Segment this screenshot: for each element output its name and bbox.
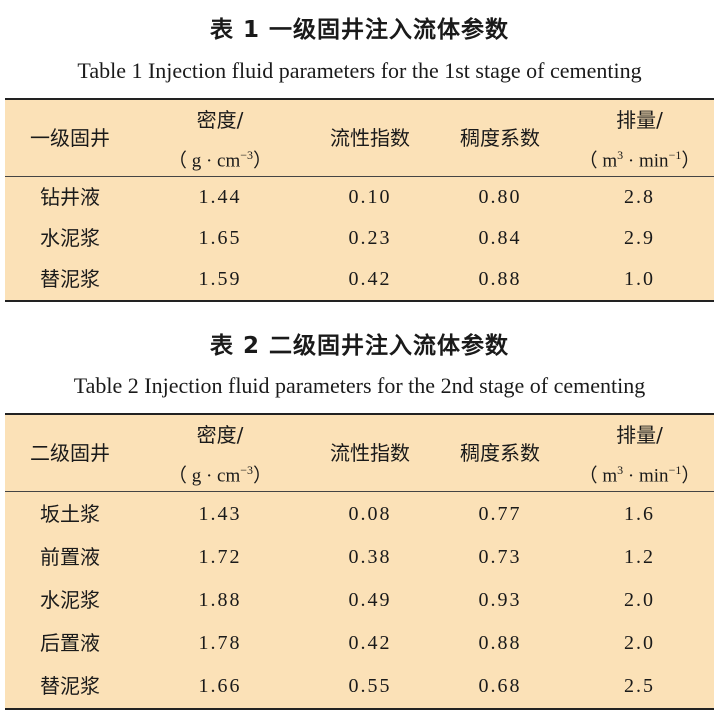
row-density: 1.65 bbox=[198, 227, 242, 249]
row-rate: 1.0 bbox=[624, 268, 655, 290]
table-row: 替泥浆 1.59 0.42 0.88 1.0 bbox=[5, 259, 714, 300]
row-density: 1.88 bbox=[198, 589, 242, 611]
table1: 一级固井 密度/ （ g · cm−3） 流性指数 稠度系数 排量/ （ m3 … bbox=[5, 98, 714, 302]
table-row: 水泥浆 1.65 0.23 0.84 2.9 bbox=[5, 218, 714, 259]
row-consistency: 0.80 bbox=[478, 186, 522, 208]
row-flow-index: 0.42 bbox=[348, 268, 392, 290]
row-name: 水泥浆 bbox=[40, 588, 100, 612]
row-consistency: 0.68 bbox=[478, 675, 522, 697]
row-name: 前置液 bbox=[40, 545, 100, 569]
table1-header: 一级固井 密度/ （ g · cm−3） 流性指数 稠度系数 排量/ （ m3 … bbox=[5, 100, 714, 177]
table2-caption-cn: 表 2 二级固井注入流体参数 bbox=[209, 333, 510, 359]
row-density: 1.66 bbox=[198, 675, 242, 697]
row-density: 1.78 bbox=[198, 632, 242, 654]
row-name: 替泥浆 bbox=[40, 267, 100, 291]
table1-caption-en: Table 1 Injection fluid parameters for t… bbox=[77, 58, 642, 83]
table1-header-density-unit: （ g · cm−3） bbox=[167, 148, 273, 172]
table2-header-stage: 二级固井 bbox=[30, 441, 110, 465]
table2-header-density-unit: （ g · cm−3） bbox=[167, 463, 273, 487]
table1-header-stage: 一级固井 bbox=[30, 126, 110, 150]
table2-header-consistency: 稠度系数 bbox=[460, 441, 540, 465]
row-rate: 2.0 bbox=[624, 632, 655, 654]
row-flow-index: 0.10 bbox=[348, 186, 392, 208]
table2-header-rate-unit: （ m3 · min−1） bbox=[578, 463, 701, 487]
row-density: 1.59 bbox=[198, 268, 242, 290]
table1-header-rate-unit: （ m3 · min−1） bbox=[578, 148, 701, 172]
row-name: 坂土浆 bbox=[40, 502, 100, 526]
row-consistency: 0.77 bbox=[478, 503, 522, 525]
row-rate: 2.5 bbox=[624, 675, 655, 697]
table-row: 前置液 1.72 0.38 0.73 1.2 bbox=[5, 536, 714, 579]
table2: 二级固井 密度/ （ g · cm−3） 流性指数 稠度系数 排量/ （ m3 … bbox=[5, 413, 714, 710]
table-row: 坂土浆 1.43 0.08 0.77 1.6 bbox=[5, 492, 714, 536]
table-row: 替泥浆 1.66 0.55 0.68 2.5 bbox=[5, 665, 714, 708]
row-density: 1.43 bbox=[198, 503, 242, 525]
row-rate: 2.0 bbox=[624, 589, 655, 611]
table-row: 水泥浆 1.88 0.49 0.93 2.0 bbox=[5, 579, 714, 622]
table1-header-rate: 排量/ bbox=[616, 108, 663, 132]
row-flow-index: 0.49 bbox=[348, 589, 392, 611]
table2-header-rate: 排量/ bbox=[616, 423, 663, 447]
table2-header-flow-index: 流性指数 bbox=[330, 441, 410, 465]
row-name: 钻井液 bbox=[40, 185, 100, 209]
table2-header-density: 密度/ bbox=[196, 423, 244, 447]
row-consistency: 0.88 bbox=[478, 632, 522, 654]
row-flow-index: 0.42 bbox=[348, 632, 392, 654]
table-row: 后置液 1.78 0.42 0.88 2.0 bbox=[5, 622, 714, 665]
row-density: 1.72 bbox=[198, 546, 242, 568]
row-rate: 1.2 bbox=[624, 546, 655, 568]
row-flow-index: 0.55 bbox=[348, 675, 392, 697]
table1-header-consistency: 稠度系数 bbox=[460, 126, 540, 150]
row-name: 水泥浆 bbox=[40, 226, 100, 250]
table1-header-density: 密度/ bbox=[196, 108, 244, 132]
row-rate: 2.9 bbox=[624, 227, 655, 249]
row-name: 后置液 bbox=[40, 631, 100, 655]
row-name: 替泥浆 bbox=[40, 674, 100, 698]
row-rate: 1.6 bbox=[624, 503, 655, 525]
table-row: 钻井液 1.44 0.10 0.80 2.8 bbox=[5, 177, 714, 218]
row-rate: 2.8 bbox=[624, 186, 655, 208]
row-density: 1.44 bbox=[198, 186, 242, 208]
table1-caption-cn: 表 1 一级固井注入流体参数 bbox=[209, 17, 510, 43]
row-flow-index: 0.08 bbox=[348, 503, 392, 525]
row-flow-index: 0.23 bbox=[348, 227, 392, 249]
table2-header: 二级固井 密度/ （ g · cm−3） 流性指数 稠度系数 排量/ （ m3 … bbox=[5, 415, 714, 492]
row-consistency: 0.73 bbox=[478, 546, 522, 568]
table1-header-flow-index: 流性指数 bbox=[330, 126, 410, 150]
row-flow-index: 0.38 bbox=[348, 546, 392, 568]
table2-caption-en: Table 2 Injection fluid parameters for t… bbox=[73, 373, 646, 398]
row-consistency: 0.93 bbox=[478, 589, 522, 611]
row-consistency: 0.88 bbox=[478, 268, 522, 290]
row-consistency: 0.84 bbox=[478, 227, 522, 249]
